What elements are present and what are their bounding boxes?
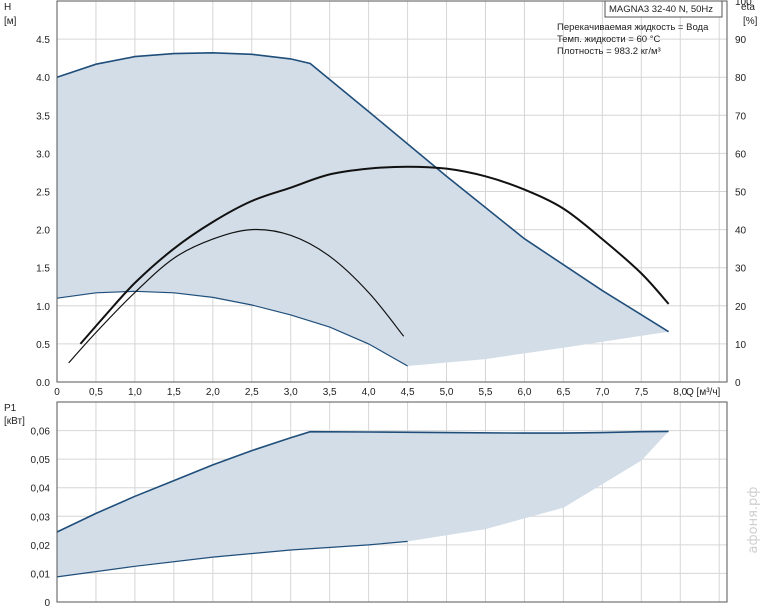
h-tick-label: 4.0 <box>36 73 50 84</box>
p1-tick-label: 0,04 <box>31 484 51 495</box>
head-envelope-max-curve <box>56 51 670 333</box>
h-tick-label: 1.0 <box>36 302 50 313</box>
h-axis-label: H <box>4 2 11 13</box>
power-envelope-min-curve <box>56 540 408 578</box>
power-envelope-area <box>57 431 669 577</box>
eta-tick-label: 80 <box>735 73 747 84</box>
eta-tick-label: 10 <box>735 340 747 351</box>
x-tick-label: 2,5 <box>245 387 259 398</box>
h-tick-label: 1.5 <box>36 264 50 275</box>
p1-axis-label: P1 <box>4 403 17 414</box>
h-tick-label: 0.5 <box>36 340 50 351</box>
x-tick-label: 4,0 <box>362 387 376 398</box>
eta-tick-label: 20 <box>735 302 747 313</box>
eta-tick-label: 90 <box>735 35 747 46</box>
x-tick-label: 6,0 <box>517 387 531 398</box>
h-tick-label: 3.5 <box>36 111 50 122</box>
info-density: Плотность = 983.2 кг/м³ <box>557 46 661 57</box>
info-liquid: Перекачиваемая жидкость = Вода <box>557 22 709 33</box>
watermark-text: афоня.рф <box>746 487 761 554</box>
x-tick-label: 3,5 <box>323 387 337 398</box>
p1-axis-unit: [кВт] <box>4 416 25 427</box>
x-tick-label: 1,5 <box>167 387 181 398</box>
p1-tick-label: 0,06 <box>31 427 51 438</box>
x-tick-label: 0,5 <box>89 387 103 398</box>
eta-tick-label: 50 <box>735 188 747 199</box>
head-envelope-area <box>57 52 669 367</box>
eta-axis-unit: [%] <box>743 16 758 27</box>
head-efficiency-panel: 0 0,5 1,0 1,5 2,0 2,5 3,0 3,5 4,0 4,5 5,0 5,5 6,0 6,5… <box>4 0 758 398</box>
efficiency-min-curve <box>68 228 405 364</box>
q-axis-label: Q [м³/ч] <box>686 387 721 398</box>
h-tick-label: 2.0 <box>36 226 50 237</box>
p1-tick-label: 0,02 <box>31 541 51 552</box>
h-tick-label: 3.0 <box>36 149 50 160</box>
x-tick-label: 0 <box>54 387 60 398</box>
eta-tick-label: 30 <box>735 264 747 275</box>
head-envelope-min-curve <box>56 290 408 367</box>
eta-tick-label: 70 <box>735 111 747 122</box>
pump-model-title: MAGNA3 32-40 N, 50Hz <box>609 4 713 15</box>
eta-tick-label: 100 <box>735 0 752 8</box>
p1-tick-label: 0,05 <box>31 455 51 466</box>
p1-tick-label: 0 <box>44 598 50 609</box>
x-tick-label: 4,5 <box>401 387 415 398</box>
x-tick-label: 5,0 <box>440 387 454 398</box>
eta-tick-label: 40 <box>735 226 747 237</box>
pump-info-block: MAGNA3 32-40 N, 50Hz Перекачиваемая жидк… <box>557 0 723 57</box>
p1-tick-label: 0,01 <box>31 569 51 580</box>
h-axis-unit: [м] <box>4 16 17 27</box>
eta-tick-label: 0 <box>735 378 741 389</box>
h-tick-label: 0.0 <box>36 378 50 389</box>
eta-axis-label: eta <box>741 2 755 13</box>
power-plot-frame <box>56 401 728 603</box>
p1-tick-label: 0,03 <box>31 512 51 523</box>
x-tick-label: 6,5 <box>556 387 570 398</box>
x-tick-label: 2,0 <box>206 387 220 398</box>
h-tick-label: 4.5 <box>36 35 50 46</box>
x-tick-label: 7,0 <box>595 387 609 398</box>
efficiency-max-curve <box>79 165 670 345</box>
x-tick-label: 7,5 <box>634 387 648 398</box>
power-envelope-max-curve <box>56 430 669 533</box>
x-tick-label: 3,0 <box>284 387 298 398</box>
eta-tick-label: 60 <box>735 149 747 160</box>
info-temperature: Темп. жидкости = 60 °C <box>557 34 660 45</box>
head-plot-frame <box>56 0 728 383</box>
title-box <box>604 0 723 18</box>
power-panel: 0 0,01 0,02 0,03 0,04 0,05 0,06 P1 [кВт] <box>4 401 728 609</box>
x-tick-label: 8,0 <box>673 387 687 398</box>
x-tick-label: 5,5 <box>479 387 493 398</box>
x-tick-label: 1,0 <box>128 387 142 398</box>
h-tick-label: 2.5 <box>36 188 50 199</box>
